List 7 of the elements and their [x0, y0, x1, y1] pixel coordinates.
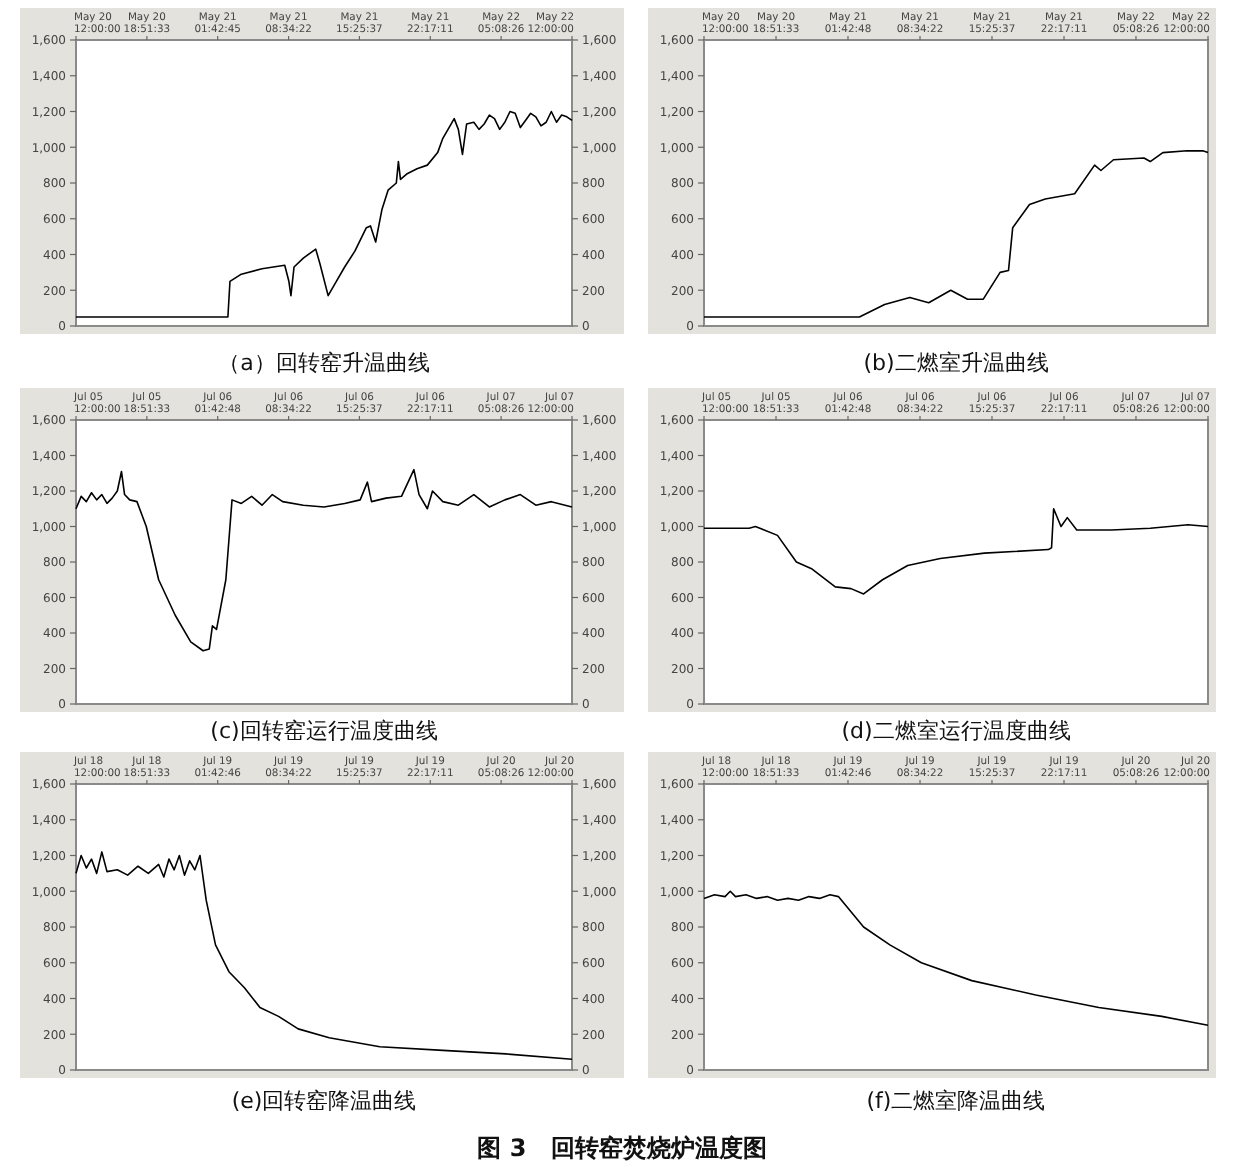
caption: 图 3 回转窑焚烧炉温度图: [477, 1134, 767, 1162]
text: (c)回转窑运行温度曲线: [210, 718, 438, 744]
text: (e)回转窑降温曲线: [231, 1088, 417, 1114]
text: (f)二燃室降温曲线: [866, 1088, 1046, 1114]
text: （a）回转窑升温曲线: [218, 350, 430, 376]
text: (b)二燃室升温曲线: [863, 350, 1049, 376]
text: (d)二燃室运行温度曲线: [841, 718, 1071, 744]
